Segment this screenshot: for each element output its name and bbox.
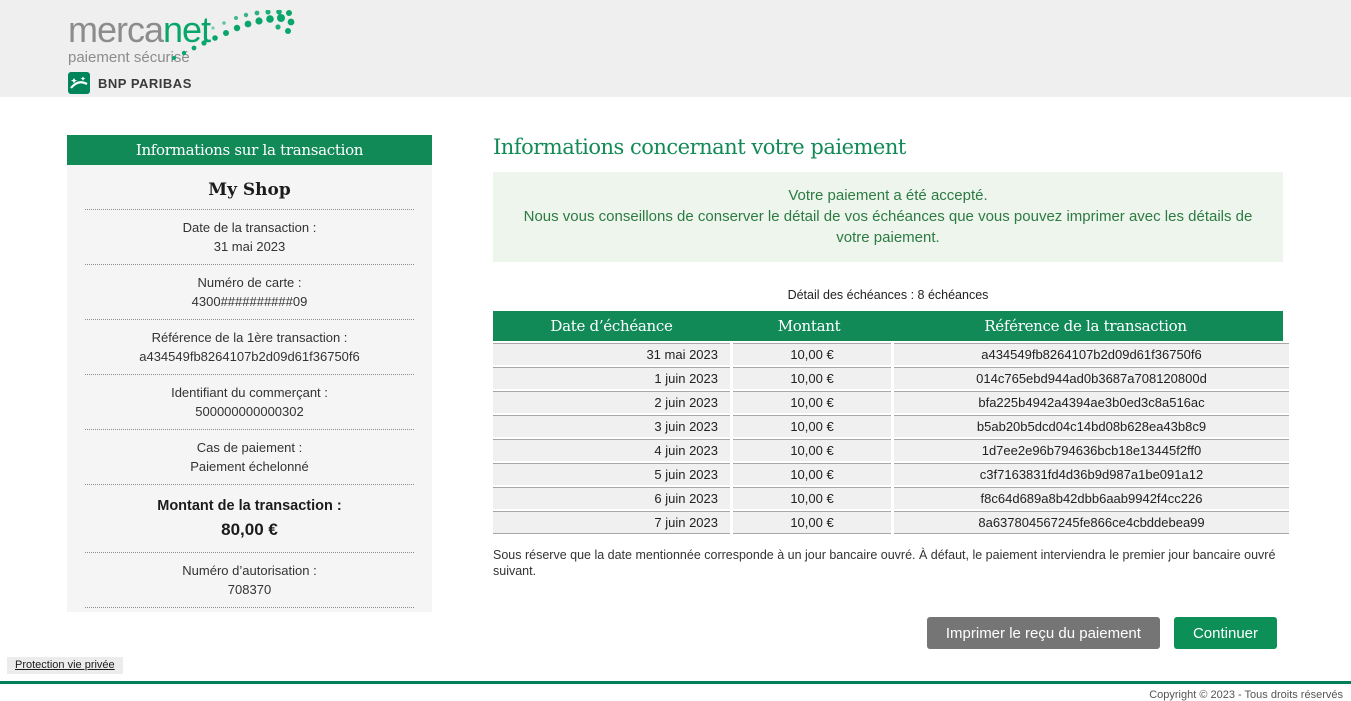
dotted-divider	[85, 319, 414, 320]
table-row: 2 juin 2023 10,00 € bfa225b4942a4394ae3b0e…	[493, 391, 1289, 413]
cell-transaction-reference: f8c64d689a8b42dbb6aab9942f4cc226	[894, 487, 1289, 509]
column-header-amount: Montant	[777, 317, 841, 335]
cell-amount: 10,00 €	[733, 367, 891, 389]
dotted-divider	[85, 374, 414, 375]
bnp-paribas-label: BNP PARIBAS	[98, 75, 192, 91]
dotted-divider	[85, 209, 414, 210]
cell-due-date: 7 juin 2023	[493, 511, 730, 534]
table-row: 5 juin 2023 10,00 € c3f7163831fd4d36b9d987…	[493, 463, 1289, 485]
cell-amount: 10,00 €	[733, 439, 891, 461]
cell-due-date: 4 juin 2023	[493, 439, 730, 461]
field-value: 708370	[227, 582, 272, 597]
continue-button[interactable]: Continuer	[1173, 617, 1277, 649]
shop-name: My Shop	[208, 180, 291, 200]
field-label: Cas de paiement :	[196, 440, 303, 455]
cell-transaction-reference: a434549fb8264107b2d09d61f36750f6	[894, 343, 1289, 365]
dotted-divider	[85, 607, 414, 608]
wordmark-merca: merca	[68, 9, 164, 50]
cell-amount: 10,00 €	[733, 343, 891, 365]
installments-table-body: 31 mai 2023 10,00 € a434549fb8264107b2d09d…	[493, 343, 1289, 534]
footer: Protection vie privée Copyright © 2023 -…	[0, 655, 1351, 701]
installments-table-header: Date d’échéance Montant Référence de la …	[493, 311, 1283, 341]
print-receipt-button[interactable]: Imprimer le reçu du paiement	[926, 617, 1160, 649]
table-row: 4 juin 2023 10,00 €1d7ee2e96b794636bcb18e…	[493, 439, 1289, 461]
copyright-text: Copyright © 2023 - Tous droits réservés	[1149, 689, 1343, 701]
cell-transaction-reference: b5ab20b5dcd04c14bd08b628ea43b8c9	[894, 415, 1289, 437]
page-content: Informations sur la transaction My Shop …	[0, 97, 1351, 649]
table-row: 6 juin 2023 10,00 € f8c64d689a8b42dbb6aab9…	[493, 487, 1289, 509]
cell-due-date: 1 juin 2023	[493, 367, 730, 389]
bnp-paribas-icon	[68, 72, 90, 94]
sidebar-field: Date de la transaction : 31 mai 2023	[67, 210, 432, 264]
field-value: 80,00 €	[221, 520, 278, 539]
cell-amount: 10,00 €	[733, 391, 891, 413]
field-label: Numéro d’autorisation :	[182, 563, 317, 578]
sidebar-field: Référence de la 1ère transaction : a43454…	[67, 320, 432, 374]
footer-divider	[0, 681, 1351, 684]
cell-due-date: 31 mai 2023	[493, 343, 730, 365]
field-label: Numéro de carte :	[197, 275, 302, 290]
panel-title: Informations sur la transaction	[67, 135, 432, 165]
cell-amount: 10,00 €	[733, 511, 891, 534]
sidebar-field: Identifiant du commerçant : 5000000000003…	[67, 375, 432, 429]
cell-transaction-reference: 8a637804567245fe866ce4cbddebea99	[894, 511, 1289, 534]
cell-due-date: 3 juin 2023	[493, 415, 730, 437]
field-label: Référence de la 1ère transaction :	[151, 330, 348, 345]
privacy-link[interactable]: Protection vie privée	[7, 657, 123, 674]
mercanet-wordmark: mercanet	[68, 9, 211, 50]
field-label: Date de la transaction :	[182, 220, 317, 235]
bank-day-note: Sous réserve que la date mentionnée corr…	[493, 548, 1276, 578]
table-row: 1 juin 2023 10,00 €014c765ebd944ad0b3687a…	[493, 367, 1289, 389]
installments-table: Date d’échéance Montant Référence de la …	[493, 311, 1289, 534]
dotted-divider	[85, 264, 414, 265]
dotted-divider	[85, 484, 414, 485]
mercanet-logo: mercanet paiement sécurisé BNP PARIBAS	[68, 9, 295, 94]
cell-amount: 10,00 €	[733, 415, 891, 437]
sidebar-field: Numéro d’autorisation : 708370	[67, 553, 432, 607]
action-buttons: Imprimer le reçu du paiement Continuer	[493, 617, 1283, 649]
installments-caption: Détail des échéances : 8 échéances	[787, 288, 989, 302]
logo-tagline: paiement sécurisé	[68, 49, 190, 66]
success-line-1: Votre paiement a été accepté.	[788, 187, 988, 204]
cell-due-date: 5 juin 2023	[493, 463, 730, 485]
success-line-2: Nous vous conseillons de conserver le dé…	[523, 208, 1253, 246]
dotted-divider	[85, 552, 414, 553]
bnp-paribas-logo: BNP PARIBAS	[68, 72, 210, 94]
cell-amount: 10,00 €	[733, 463, 891, 485]
cell-due-date: 6 juin 2023	[493, 487, 730, 509]
payment-info-section: Informations concernant votre paiement V…	[493, 135, 1289, 649]
field-label: Montant de la transaction :	[157, 498, 342, 514]
cell-transaction-reference: bfa225b4942a4394ae3b0ed3c8a516ac	[894, 391, 1289, 413]
column-header-date: Date d’échéance	[550, 317, 673, 335]
cell-amount: 10,00 €	[733, 487, 891, 509]
cell-transaction-reference: 1d7ee2e96b794636bcb18e13445f2ff0	[894, 439, 1289, 461]
table-row: 3 juin 2023 10,00 € b5ab20b5dcd04c14bd08b6…	[493, 415, 1289, 437]
table-row: 31 mai 2023 10,00 € a434549fb8264107b2d09d…	[493, 343, 1289, 365]
transaction-fields: Date de la transaction : 31 mai 2023 Numér…	[67, 210, 432, 608]
sidebar-field: Montant de la transaction : 80,00 €	[67, 485, 432, 552]
sidebar-field: Cas de paiement : Paiement échelonné	[67, 430, 432, 484]
payment-accepted-message: Votre paiement a été accepté. Nous vous …	[493, 172, 1283, 262]
field-value: Paiement échelonné	[190, 459, 309, 474]
cell-due-date: 2 juin 2023	[493, 391, 730, 413]
logo-dots-icon	[172, 10, 295, 60]
table-row: 7 juin 2023 10,00 €8a637804567245fe866ce4…	[493, 511, 1289, 534]
field-value: 4300##########09	[191, 294, 308, 309]
field-value: 31 mai 2023	[213, 239, 286, 254]
column-header-reference: Référence de la transaction	[984, 317, 1187, 335]
field-label: Identifiant du commerçant :	[171, 385, 328, 400]
transaction-info-panel: Informations sur la transaction My Shop …	[67, 135, 432, 612]
field-value: 500000000000302	[195, 404, 304, 419]
top-banner: mercanet paiement sécurisé BNP PARIBAS	[0, 0, 1351, 97]
dotted-divider	[85, 429, 414, 430]
cell-transaction-reference: c3f7163831fd4d36b9d987a1be091a12	[894, 463, 1289, 485]
sidebar-field: Numéro de carte : 4300##########09	[67, 265, 432, 319]
field-value: a434549fb8264107b2d09d61f36750f6	[139, 349, 360, 364]
cell-transaction-reference: 014c765ebd944ad0b3687a708120800d	[894, 367, 1289, 389]
page-title: Informations concernant votre paiement	[493, 135, 906, 159]
